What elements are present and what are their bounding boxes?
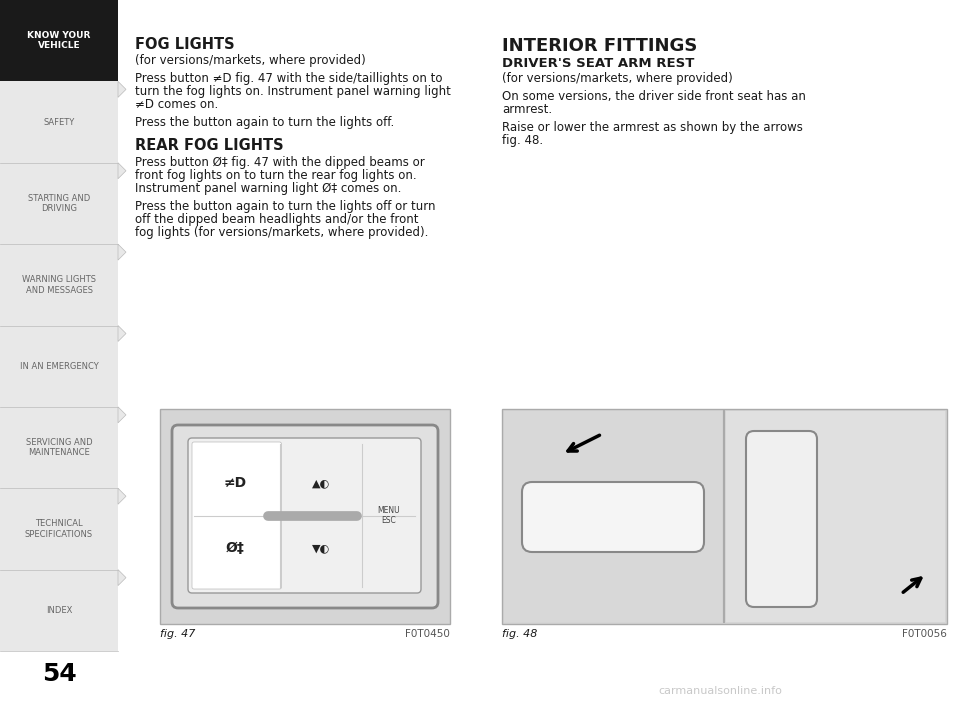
Polygon shape	[118, 163, 126, 179]
Polygon shape	[118, 569, 126, 586]
Text: MENU
ESC: MENU ESC	[377, 506, 400, 525]
Text: F0T0056: F0T0056	[902, 629, 947, 639]
Text: fog lights (for versions/markets, where provided).: fog lights (for versions/markets, where …	[135, 226, 428, 239]
Text: DRIVER'S SEAT ARM REST: DRIVER'S SEAT ARM REST	[502, 57, 694, 70]
Bar	[502, 409, 947, 624]
Bar	[504, 411, 722, 622]
Polygon shape	[118, 489, 126, 504]
Text: turn the fog lights on. Instrument panel warning light: turn the fog lights on. Instrument panel…	[135, 85, 451, 98]
Text: Ø‡: Ø‡	[226, 541, 244, 555]
Text: TECHNICAL
SPECIFICATIONS: TECHNICAL SPECIFICATIONS	[25, 519, 93, 539]
Text: carmanualsonline.info: carmanualsonline.info	[658, 686, 782, 696]
Text: KNOW YOUR
VEHICLE: KNOW YOUR VEHICLE	[27, 31, 90, 50]
Polygon shape	[118, 82, 126, 97]
Polygon shape	[118, 407, 126, 423]
Bar	[0, 489, 118, 569]
Bar	[0, 569, 118, 651]
Bar	[0, 0, 118, 82]
Text: IN AN EMERGENCY: IN AN EMERGENCY	[19, 362, 98, 371]
Text: fig. 47: fig. 47	[160, 629, 196, 639]
Text: Press button Ø‡ fig. 47 with the dipped beams or: Press button Ø‡ fig. 47 with the dipped …	[135, 156, 424, 169]
Text: (for versions/markets, where provided): (for versions/markets, where provided)	[135, 54, 366, 67]
Bar	[0, 325, 118, 407]
FancyBboxPatch shape	[522, 482, 704, 552]
Text: WARNING LIGHTS
AND MESSAGES: WARNING LIGHTS AND MESSAGES	[22, 275, 96, 294]
Text: (for versions/markets, where provided): (for versions/markets, where provided)	[502, 72, 732, 85]
Text: ≠D comes on.: ≠D comes on.	[135, 98, 218, 111]
Text: 54: 54	[41, 662, 77, 686]
Text: SERVICING AND
MAINTENANCE: SERVICING AND MAINTENANCE	[26, 438, 92, 457]
Text: fig. 48: fig. 48	[502, 629, 538, 639]
Polygon shape	[118, 244, 126, 260]
FancyBboxPatch shape	[172, 425, 438, 608]
Bar	[726, 411, 945, 622]
Bar	[0, 163, 118, 244]
FancyBboxPatch shape	[746, 431, 817, 607]
Text: fig. 48.: fig. 48.	[502, 134, 543, 147]
Text: STARTING AND
DRIVING: STARTING AND DRIVING	[28, 194, 90, 213]
Text: Press the button again to turn the lights off.: Press the button again to turn the light…	[135, 116, 395, 129]
Bar	[160, 409, 450, 624]
Text: armrest.: armrest.	[502, 103, 552, 116]
Text: front fog lights on to turn the rear fog lights on.: front fog lights on to turn the rear fog…	[135, 169, 417, 182]
Text: SAFETY: SAFETY	[43, 118, 75, 127]
Text: ▼◐: ▼◐	[312, 543, 330, 553]
Bar	[0, 82, 118, 163]
Text: Press button ≠D fig. 47 with the side/taillights on to: Press button ≠D fig. 47 with the side/ta…	[135, 72, 443, 85]
Text: Instrument panel warning light Ø‡ comes on.: Instrument panel warning light Ø‡ comes …	[135, 182, 401, 195]
FancyBboxPatch shape	[188, 438, 421, 593]
Text: ≠D: ≠D	[223, 476, 247, 490]
Bar	[0, 407, 118, 489]
Text: INDEX: INDEX	[46, 605, 72, 615]
Polygon shape	[118, 325, 126, 342]
Text: F0T0450: F0T0450	[405, 629, 450, 639]
Bar	[0, 244, 118, 325]
FancyBboxPatch shape	[192, 442, 281, 589]
Text: off the dipped beam headlights and/or the front: off the dipped beam headlights and/or th…	[135, 213, 419, 226]
Text: INTERIOR FITTINGS: INTERIOR FITTINGS	[502, 37, 697, 55]
Text: Raise or lower the armrest as shown by the arrows: Raise or lower the armrest as shown by t…	[502, 121, 803, 134]
Text: REAR FOG LIGHTS: REAR FOG LIGHTS	[135, 138, 283, 153]
Text: FOG LIGHTS: FOG LIGHTS	[135, 37, 234, 52]
Text: Press the button again to turn the lights off or turn: Press the button again to turn the light…	[135, 200, 436, 213]
Text: On some versions, the driver side front seat has an: On some versions, the driver side front …	[502, 90, 805, 103]
Text: ▲◐: ▲◐	[312, 478, 330, 489]
